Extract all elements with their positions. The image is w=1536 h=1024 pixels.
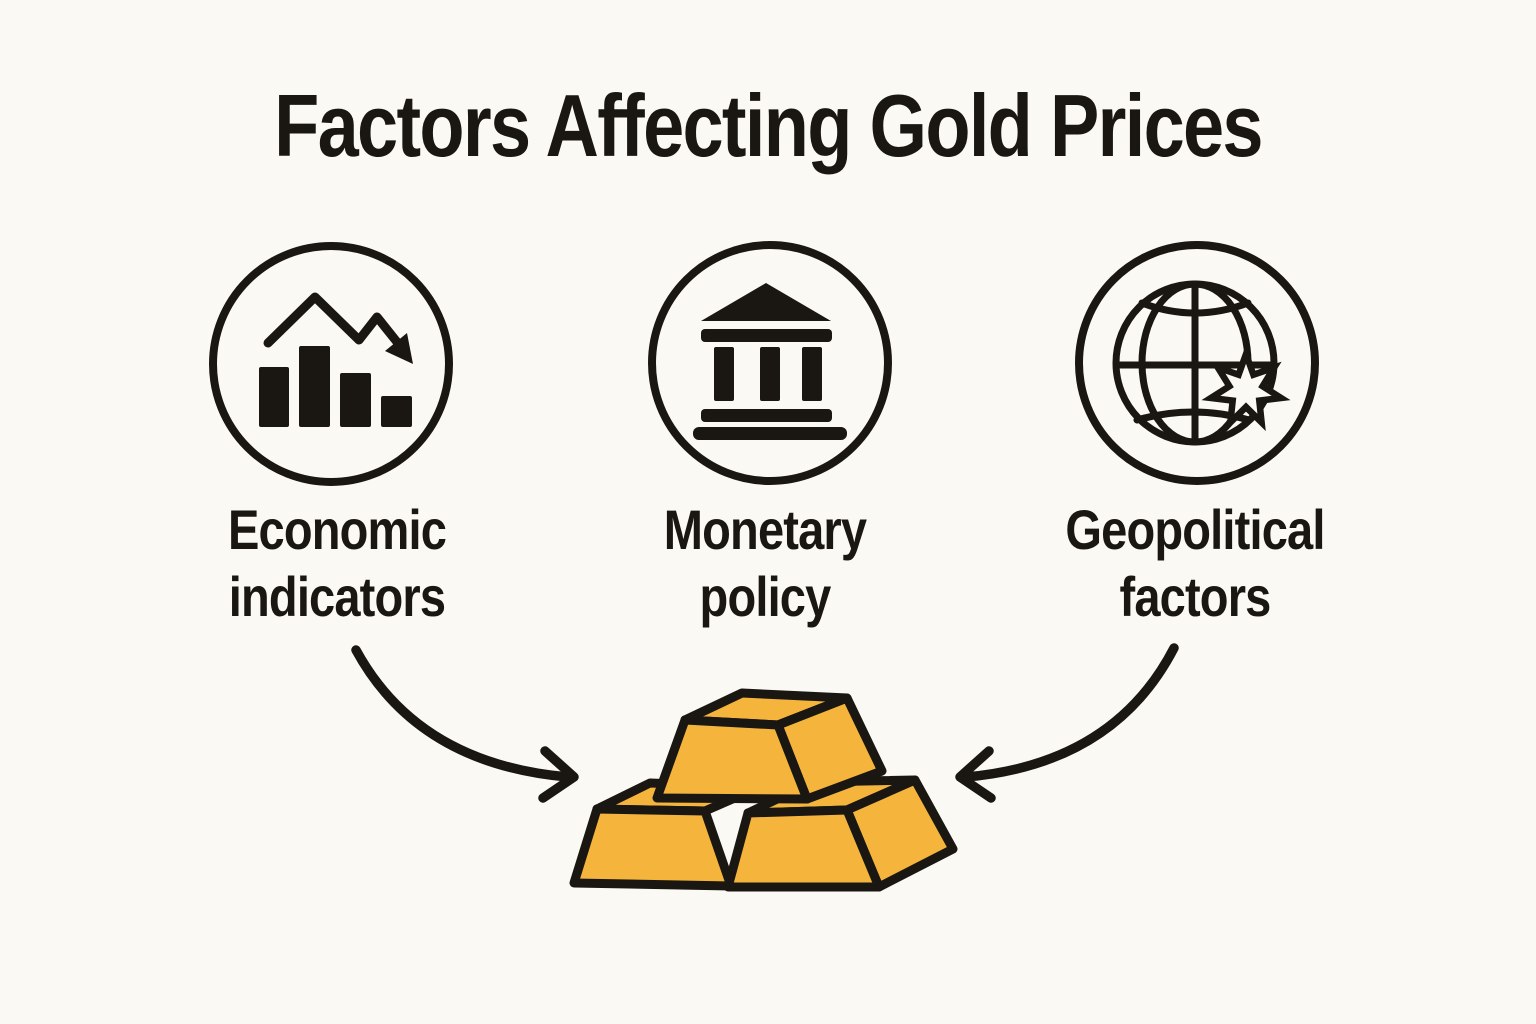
curved-arrow-right-icon [955, 643, 1179, 803]
burst-star [1201, 344, 1291, 432]
label-line: Monetary [663, 498, 867, 561]
page-title: Factors Affecting Gold Prices [274, 76, 1263, 175]
gold-bars-stack-icon [569, 688, 958, 892]
label-line: policy [699, 565, 832, 628]
circle-outline [648, 241, 892, 485]
circle-outline [209, 242, 453, 486]
label-line: Geopolitical [1065, 498, 1325, 561]
label-line: indicators [228, 565, 446, 628]
label-line: factors [1119, 565, 1272, 628]
circle-outline [1075, 241, 1319, 485]
label-economic-indicators: Economic indicators [169, 496, 505, 630]
bank-building-icon [648, 241, 892, 485]
declining-bar-chart-icon [209, 242, 453, 486]
globe-conflict-icon [1075, 241, 1319, 485]
label-monetary-policy: Monetary policy [597, 496, 933, 630]
curved-arrow-left-icon [351, 645, 579, 803]
label-line: Economic [227, 498, 447, 561]
label-geopolitical-factors: Geopolitical factors [1027, 496, 1363, 630]
